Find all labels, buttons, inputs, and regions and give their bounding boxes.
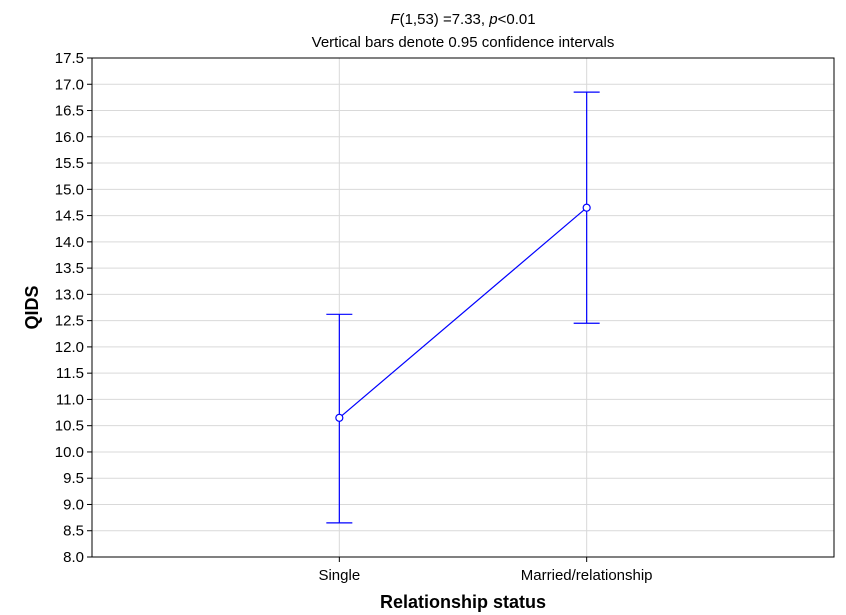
chart-title-part: (1,53) =7.33,: [400, 11, 490, 28]
y-tick-label: 8.5: [63, 523, 84, 540]
chart-title: F(1,53) =7.33, p<0.01: [390, 11, 535, 28]
y-tick-label: 17.0: [55, 76, 84, 93]
chart-title-part: <0.01: [498, 11, 536, 28]
x-tick-label: Single: [318, 567, 360, 584]
data-point: [582, 203, 591, 212]
chart-title-part: p: [488, 11, 497, 28]
x-axis-title: Relationship status: [380, 592, 546, 612]
x-tick-label: Married/relationship: [521, 567, 653, 584]
y-tick-label: 17.5: [55, 50, 84, 67]
y-tick-label: 16.0: [55, 129, 84, 146]
chart-subtitle: Vertical bars denote 0.95 confidence int…: [312, 34, 615, 51]
y-tick-label: 14.0: [55, 234, 84, 251]
y-tick-label: 15.5: [55, 155, 84, 172]
y-tick-label: 9.0: [63, 496, 84, 513]
plot-frame: [91, 57, 835, 558]
y-tick-label: 10.0: [55, 444, 84, 461]
y-tick-label: 13.0: [55, 286, 84, 303]
grid: [92, 58, 834, 557]
y-axis-title: QIDS: [22, 285, 42, 329]
y-axis: 8.0 8.5 9.0 9.5 10.0 10.5 11.0 11.5 12.0 12.5 13.0…: [55, 50, 92, 566]
y-tick-label: 14.5: [55, 208, 84, 225]
y-tick-label: 12.5: [55, 313, 84, 330]
y-tick-label: 8.0: [63, 549, 84, 566]
y-tick-label: 10.5: [55, 418, 84, 435]
series-line: [338, 207, 588, 419]
y-tick-label: 16.5: [55, 103, 84, 120]
chart-title-part: F: [390, 11, 400, 28]
y-tick-label: 13.5: [55, 260, 84, 277]
series: [326, 91, 600, 524]
y-tick-label: 12.0: [55, 339, 84, 356]
y-tick-label: 11.0: [56, 391, 84, 408]
y-tick-label: 11.5: [56, 365, 84, 382]
y-tick-label: 9.5: [63, 470, 84, 487]
y-tick-label: 15.0: [55, 181, 84, 198]
data-point: [335, 413, 344, 422]
x-axis: Single Married/relationship: [318, 557, 653, 584]
